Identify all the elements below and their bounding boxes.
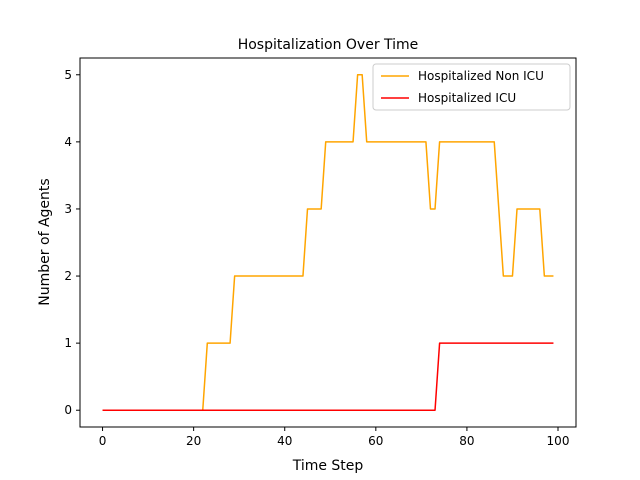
x-tick-label: 60 xyxy=(368,434,383,448)
y-axis-ticks: 0 1 2 3 4 5 xyxy=(64,68,80,417)
series-line-icu xyxy=(102,342,554,411)
y-tick-label: 2 xyxy=(64,269,72,283)
y-tick-label: 1 xyxy=(64,336,72,350)
legend-label: Hospitalized Non ICU xyxy=(418,69,544,83)
x-tick-label: 0 xyxy=(99,434,107,448)
plot-area xyxy=(102,74,554,411)
legend-label: Hospitalized ICU xyxy=(418,91,516,105)
plot-frame xyxy=(79,57,577,428)
y-tick-label: 0 xyxy=(64,403,72,417)
series-line-non-icu xyxy=(102,74,554,411)
legend: Hospitalized Non ICU Hospitalized ICU xyxy=(372,63,571,111)
chart-title: Hospitalization Over Time xyxy=(238,37,419,53)
y-tick-label: 4 xyxy=(64,135,72,149)
x-tick-label: 100 xyxy=(547,434,570,448)
x-tick-label: 40 xyxy=(277,434,292,448)
y-axis-label: Number of Agents xyxy=(37,178,53,305)
x-axis-ticks: 0 20 40 60 80 100 xyxy=(99,427,570,448)
x-tick-label: 20 xyxy=(186,434,201,448)
y-tick-label: 5 xyxy=(64,68,72,82)
x-axis-label: Time Step xyxy=(292,458,364,474)
y-tick-label: 3 xyxy=(64,202,72,216)
legend-box xyxy=(372,63,571,111)
x-tick-label: 80 xyxy=(459,434,474,448)
